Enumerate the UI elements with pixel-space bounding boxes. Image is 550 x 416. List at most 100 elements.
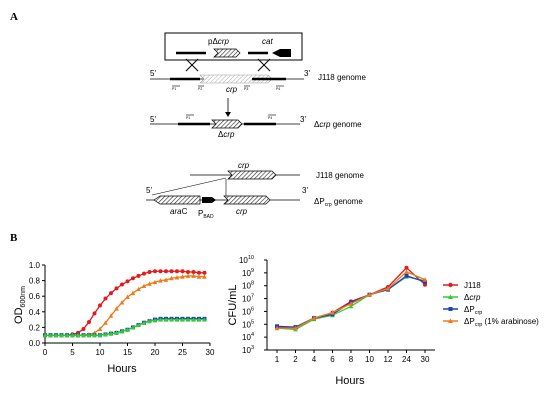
od-point-J118 xyxy=(169,269,174,274)
svg-text:P2: P2 xyxy=(198,87,202,91)
od-point-J118 xyxy=(142,271,146,276)
od-point-dPcrp_ara xyxy=(196,274,202,279)
od-point-dcrp xyxy=(53,332,59,338)
od-point-dcrp xyxy=(86,332,92,338)
od-point-dcrp xyxy=(64,332,70,338)
od-y-tick-label: 0.6 xyxy=(29,292,41,301)
od-point-dPcrp_ara xyxy=(191,273,196,278)
cfu-point-dPcrp xyxy=(404,273,409,278)
od-point-dcrp xyxy=(70,332,75,338)
panel-a-schematic: pΔcrp cat 5' 3' crp J118 genome P1 P2 P3… xyxy=(146,32,366,220)
od-x-tick-label: 0 xyxy=(43,348,48,357)
od-point-J118 xyxy=(120,282,124,287)
cfu-x-tick-label: 10 xyxy=(365,355,374,364)
cfu-point-dPcrp_ara xyxy=(385,286,391,291)
cfu-x-tick-label: 12 xyxy=(384,355,393,364)
plasmid-label: pΔcrp xyxy=(208,37,229,46)
od-point-dcrp xyxy=(59,332,64,338)
od-point-J118 xyxy=(175,269,179,274)
cfu-point-dPcrp_ara xyxy=(330,310,335,315)
od-point-dcrp xyxy=(196,317,202,322)
cfu-point-dPcrp_ara xyxy=(367,292,372,297)
od-point-dPcrp_ara xyxy=(152,279,158,285)
od-point-J118 xyxy=(87,319,91,324)
od-series-line-J118 xyxy=(45,270,205,336)
svg-text:P4: P4 xyxy=(276,87,280,91)
od-point-dcrp xyxy=(141,320,147,325)
od-point-dcrp xyxy=(147,318,152,324)
od-point-dPcrp_ara xyxy=(136,286,141,292)
od-point-dcrp xyxy=(174,317,180,322)
od-point-dPcrp_ara xyxy=(158,278,163,283)
cfu-point-dPcrp_ara xyxy=(293,325,298,331)
od-point-J118 xyxy=(153,269,157,274)
legend: J118 Δcrp ΔPcrp ΔPcrp (1% arabinose) xyxy=(443,281,539,328)
od-point-J118 xyxy=(147,270,152,275)
od-point-J118 xyxy=(92,311,97,316)
od-point-dcrp xyxy=(202,317,207,322)
od-point-J118 xyxy=(131,276,135,281)
svg-text:ΔPcrp (1% arabinose): ΔPcrp (1% arabinose) xyxy=(464,317,539,328)
cfu-y-tick-label: 104 xyxy=(242,332,254,342)
cfu-y-tick-label: 106 xyxy=(242,306,254,316)
od-point-dPcrp_ara xyxy=(202,274,207,279)
cfu-x-tick-label: 1 xyxy=(275,355,280,364)
od-x-tick-label: 5 xyxy=(70,348,75,357)
cfu-point-dPcrp_ara xyxy=(422,277,428,282)
od-point-dcrp xyxy=(136,322,141,328)
cfu-point-J118 xyxy=(404,265,409,270)
cfu-x-tick-label: 4 xyxy=(312,355,317,364)
od-point-dcrp xyxy=(114,330,119,335)
row4-pbad-label: PBAD xyxy=(198,209,214,220)
cfu-y-label: CFU/mL xyxy=(227,285,239,326)
crossover-left xyxy=(185,58,199,72)
row1-crp-gene xyxy=(199,74,273,84)
row4-genome-label: ΔPcrp genome xyxy=(314,197,363,208)
od-y-tick-label: 0.2 xyxy=(29,323,41,332)
od-point-dPcrp_ara xyxy=(163,277,169,282)
cfu-y-tick-label: 109 xyxy=(242,268,254,278)
cfu-x-tick-label: 2 xyxy=(293,355,298,364)
od-point-dPcrp_ara xyxy=(108,313,114,318)
svg-text:P4: P4 xyxy=(268,116,272,120)
od-point-J118 xyxy=(180,269,185,274)
od-point-J118 xyxy=(81,326,86,331)
od-point-J118 xyxy=(164,269,168,274)
row1-5prime: 5' xyxy=(150,69,156,78)
cfu-point-dPcrp_ara xyxy=(274,325,280,331)
od-point-dPcrp_ara xyxy=(103,320,108,325)
row4-pbad-promoter xyxy=(202,197,216,203)
od-x-tick-label: 10 xyxy=(96,348,105,357)
od-x-label: Hours xyxy=(107,363,137,375)
od-point-dPcrp_ara xyxy=(130,290,136,296)
legend-item-dpcrp: ΔPcrp xyxy=(443,305,482,316)
od-point-dcrp xyxy=(119,328,125,334)
cfu-point-dPcrp_ara xyxy=(348,301,354,306)
od-point-J118 xyxy=(109,291,113,296)
od-point-J118 xyxy=(98,303,102,308)
od-y-label: OD600nm xyxy=(13,286,27,324)
cfu-y-tick-label: 105 xyxy=(242,319,254,329)
od-point-J118 xyxy=(114,286,119,291)
plasmid-box xyxy=(164,32,303,61)
od-point-J118 xyxy=(186,270,190,275)
od-point-dcrp xyxy=(125,327,130,332)
od-point-dcrp xyxy=(180,317,185,322)
od-point-dcrp xyxy=(152,317,158,323)
cfu-y-tick-label: 108 xyxy=(242,281,254,291)
panel-label-a: A xyxy=(10,11,18,23)
cfu-point-dPcrp_ara xyxy=(404,269,409,274)
legend-item-dpcrp-arabinose: ΔPcrp (1% arabinose) xyxy=(443,317,539,328)
od-x-tick-label: 20 xyxy=(151,348,160,357)
od-growth-chart: 0.0 0.2 0.4 0.6 0.8 1.0 0 5 10 15 20 25 30 Hours OD6… xyxy=(13,261,215,375)
od-point-J118 xyxy=(202,270,207,275)
od-point-dcrp xyxy=(130,325,136,330)
cfu-point-dPcrp_ara xyxy=(311,315,317,321)
row2-deleted-fragment xyxy=(211,119,243,129)
od-point-dPcrp_ara xyxy=(180,274,185,279)
row3-genome-label: J118 genome xyxy=(316,171,364,180)
row2-3prime: 3' xyxy=(300,115,306,124)
od-point-dcrp xyxy=(48,332,53,338)
plasmid-fragment xyxy=(213,48,241,58)
od-point-dcrp xyxy=(169,317,174,322)
